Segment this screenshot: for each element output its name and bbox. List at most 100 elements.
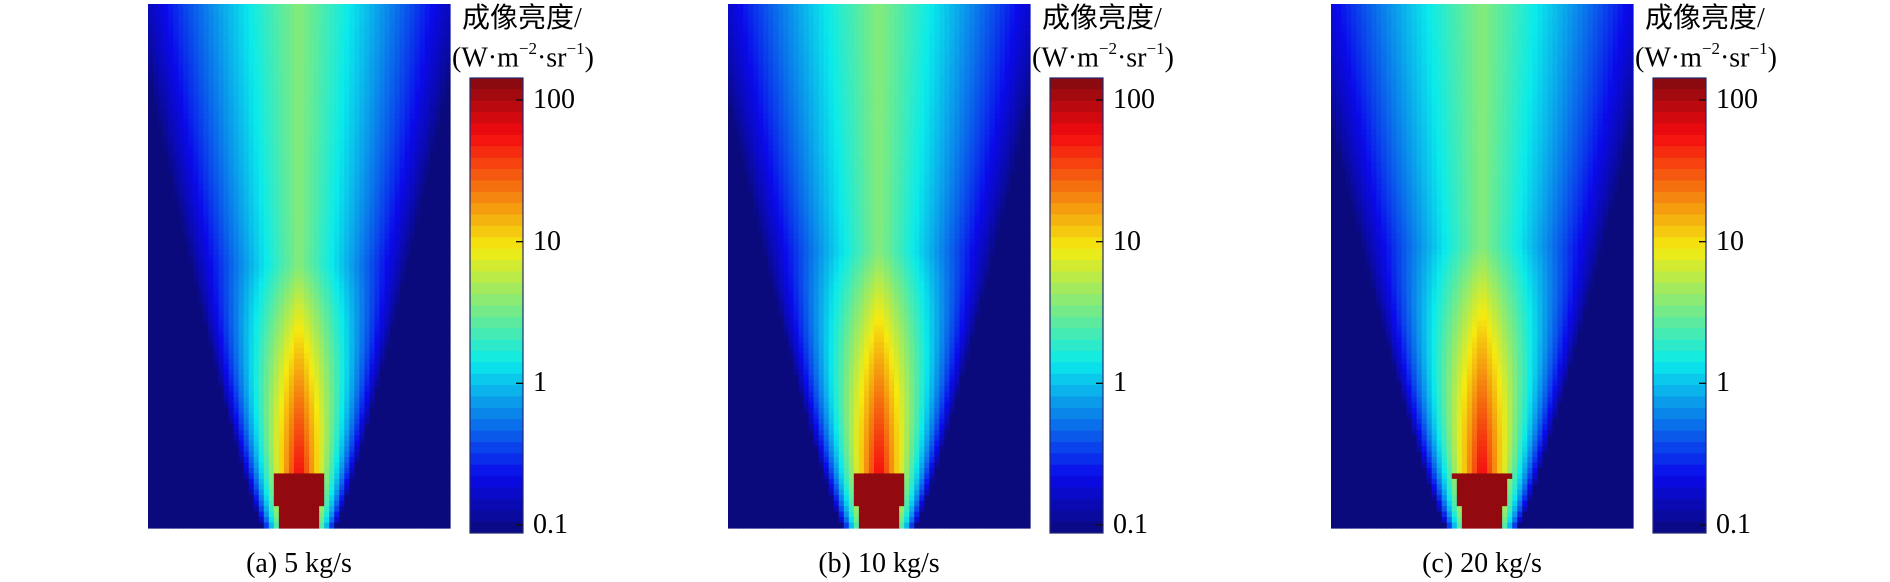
heatmap-cell	[283, 238, 290, 245]
heatmap-cell	[339, 140, 345, 147]
heatmap-cell	[324, 200, 330, 207]
heatmap-cell	[178, 413, 184, 420]
heatmap-cell	[304, 353, 310, 360]
heatmap-cell	[304, 249, 310, 256]
heatmap-cell	[394, 260, 401, 267]
heatmap-cell	[329, 293, 335, 300]
heatmap-cell	[208, 211, 215, 218]
heatmap-cell	[349, 391, 355, 398]
heatmap-cell	[319, 14, 325, 21]
heatmap-cell	[208, 20, 215, 27]
heatmap-cell	[203, 195, 209, 202]
heatmap-cell	[263, 31, 270, 38]
heatmap-cell	[188, 336, 194, 344]
heatmap-cell	[354, 227, 360, 234]
heatmap-cell	[394, 429, 401, 436]
heatmap-cell	[329, 162, 335, 169]
heatmap-cell	[304, 173, 310, 180]
heatmap-cell	[283, 85, 290, 92]
heatmap-cell	[183, 353, 189, 360]
heatmap-cell	[268, 9, 275, 16]
heatmap-cell	[319, 315, 325, 322]
heatmap-cell	[379, 271, 386, 278]
heatmap-cell	[374, 42, 381, 49]
heatmap-cell	[399, 391, 406, 398]
heatmap-cell	[409, 184, 416, 191]
heatmap-cell	[394, 364, 401, 371]
heatmap-cell	[374, 304, 381, 311]
heatmap-cell	[399, 140, 406, 147]
heatmap-cell	[293, 91, 300, 98]
heatmap-cell	[419, 386, 426, 393]
heatmap-cell	[208, 418, 215, 425]
heatmap-cell	[203, 358, 209, 365]
heatmap-cell	[158, 173, 164, 180]
heatmap-cell	[364, 189, 371, 196]
heatmap-cell	[359, 140, 366, 147]
heatmap-cell	[374, 9, 381, 16]
heatmap-cell	[218, 124, 225, 131]
heatmap-cell	[424, 331, 431, 338]
heatmap-cell	[288, 249, 295, 256]
heatmap-cell	[193, 25, 199, 32]
heatmap-cell	[233, 69, 240, 76]
heatmap-cell	[223, 331, 230, 338]
heatmap-cell	[263, 402, 270, 409]
heatmap-cell	[253, 287, 260, 294]
heatmap-cell	[208, 413, 215, 420]
heatmap-cell	[319, 178, 325, 185]
heatmap-cell	[299, 244, 305, 251]
heatmap-cell	[409, 369, 416, 376]
heatmap-cell	[273, 4, 280, 11]
heatmap-cell	[319, 96, 325, 103]
heatmap-cell	[278, 102, 285, 109]
heatmap-cell	[173, 255, 179, 262]
heatmap-cell	[198, 31, 204, 38]
heatmap-cell	[218, 85, 225, 92]
heatmap-cell	[248, 375, 255, 382]
heatmap-cell	[394, 342, 401, 349]
heatmap-cell	[309, 20, 315, 27]
heatmap-cell	[158, 331, 164, 338]
heatmap-cell	[218, 178, 225, 185]
heatmap-cell	[198, 386, 204, 393]
heatmap-cell	[394, 271, 401, 278]
heatmap-cell	[263, 276, 270, 283]
heatmap-cell	[283, 315, 290, 322]
heatmap-cell	[339, 227, 345, 234]
heatmap-cell	[293, 424, 300, 431]
heatmap-cell	[379, 4, 386, 11]
heatmap-cell	[424, 358, 431, 365]
heatmap-cell	[148, 342, 154, 349]
heatmap-cell	[188, 271, 194, 278]
heatmap-cell	[213, 195, 220, 202]
heatmap-cell	[213, 380, 220, 387]
heatmap-cell	[349, 74, 355, 82]
heatmap-cell	[258, 358, 265, 365]
heatmap-cell	[198, 309, 204, 316]
heatmap-cell	[198, 69, 204, 76]
heatmap-cell	[148, 364, 154, 371]
heatmap-cell	[434, 386, 441, 393]
heatmap-cell	[218, 386, 225, 393]
heatmap-cell	[309, 276, 315, 283]
heatmap-cell	[344, 118, 350, 125]
heatmap-cell	[238, 102, 245, 109]
heatmap-cell	[404, 255, 411, 262]
heatmap-cell	[253, 42, 260, 49]
heatmap-cell	[379, 216, 386, 223]
heatmap-cell	[319, 347, 325, 354]
heatmap-cell	[178, 227, 184, 234]
heatmap-cell	[334, 227, 340, 234]
heatmap-cell	[339, 331, 345, 338]
heatmap-cell	[263, 358, 270, 365]
heatmap-cell	[198, 25, 204, 32]
heatmap-cell	[263, 244, 270, 251]
heatmap-cell	[389, 31, 396, 38]
heatmap-cell	[364, 9, 371, 16]
heatmap-cell	[273, 102, 280, 109]
heatmap-cell	[334, 353, 340, 360]
heatmap-cell	[228, 451, 235, 458]
heatmap-cell	[243, 178, 250, 185]
heatmap-cell	[243, 402, 250, 409]
